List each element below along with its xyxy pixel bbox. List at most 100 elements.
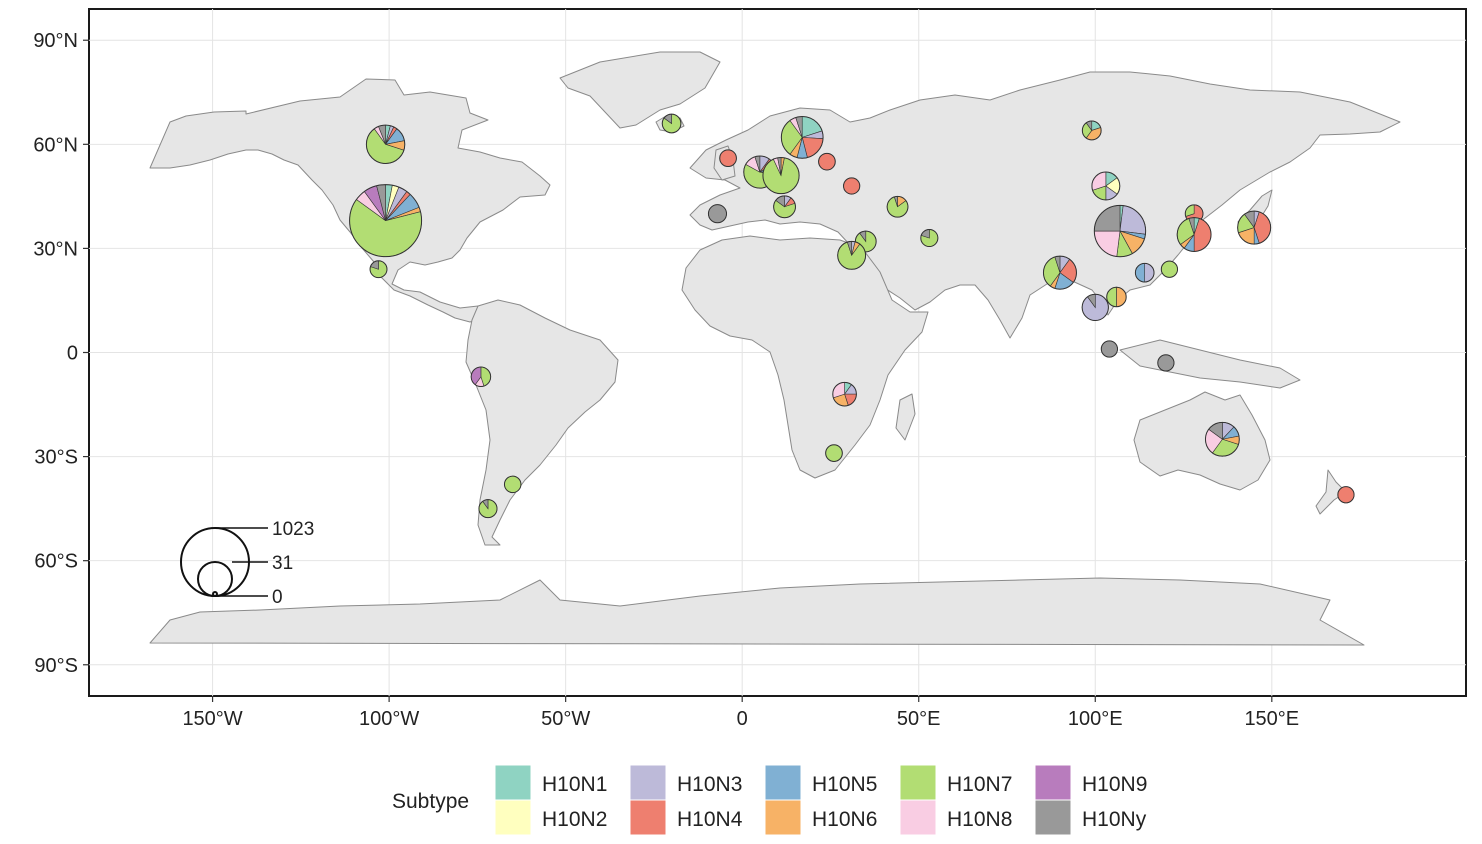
pie-35-outline [1337,486,1355,504]
pie-18-outline [920,228,939,248]
pie-19-outline [832,381,857,407]
pie-12-outline [818,152,836,171]
legend-label-h10ny: H10Ny [1082,808,1147,831]
legend-title: Subtype [392,790,469,813]
pie-7 [707,204,728,224]
size-legend: 1023 31 0 [180,519,314,608]
pie-22 [1091,171,1121,201]
pie-12 [818,152,836,171]
pie-4 [503,475,522,494]
legend-key-h10n4 [629,799,667,836]
tick-label-lat-5: 60°S [34,551,78,573]
land-greenland [559,51,721,129]
pie-4-outline [503,475,522,494]
tick-label-lat-6: 90°S [34,655,78,677]
tick-label-lon-6: 150°E [1244,708,1299,730]
pie-13 [843,177,861,195]
pie-11-outline [780,116,824,159]
pie-2-outline [369,260,388,279]
tick-label-lat-3: 0 [67,343,78,365]
legend-label-h10n2: H10N2 [542,808,607,831]
pie-25-outline [1176,217,1212,252]
pie-11 [780,116,824,159]
pie-0 [349,184,423,258]
legend-label-h10n6: H10N6 [812,808,877,831]
legend-label-h10n5: H10N5 [812,773,877,796]
pie-31-outline [1106,286,1127,308]
pie-33 [1157,354,1175,372]
land-new-zealand [1315,469,1347,515]
pie-26-outline [1237,210,1272,245]
pie-14-outline [773,195,796,219]
legend-key-h10n6 [764,799,802,836]
pie-35 [1337,486,1355,504]
pie-3-outline [470,366,492,388]
pie-0-outline [349,184,423,258]
tick-label-lat-4: 30°S [34,447,78,469]
pie-13-outline [843,177,861,195]
pie-7-outline [707,204,728,224]
pie-21-outline [1081,120,1102,141]
pie-34-outline [1204,421,1240,457]
legend-key-h10n1 [494,764,532,801]
pie-markers [349,113,1355,519]
pie-15 [886,195,909,218]
pie-27 [1042,255,1077,290]
tick-label-lat-1: 60°N [33,134,78,156]
pie-17-outline [837,240,867,270]
legend-label-h10n1: H10N1 [542,773,607,796]
tick-label-lon-4: 50°E [897,708,941,730]
legend-key-h10n2 [494,799,532,836]
pie-23-outline [1093,204,1147,258]
pie-8 [719,149,737,168]
pie-30-outline [1160,260,1179,278]
pie-32-outline [1100,340,1119,358]
pie-20-outline [825,444,843,462]
pie-31 [1106,286,1127,308]
pie-30 [1160,260,1179,278]
pie-23 [1093,204,1147,258]
pie-2 [369,260,388,279]
tick-label-lat-0: 90°N [33,30,78,52]
land-antarctica [149,577,1365,646]
pie-10-outline [762,156,800,195]
size-label-1023: 1023 [272,519,314,540]
tick-label-lat-2: 30°N [33,238,78,260]
pie-20 [825,444,843,462]
size-label-31: 31 [272,553,293,574]
legend-label-h10n3: H10N3 [677,773,742,796]
pie-34 [1204,421,1240,457]
pie-32 [1100,340,1119,358]
pie-27-outline [1042,255,1077,290]
legend-key-h10n9 [1034,764,1072,801]
land-australia [1133,391,1271,491]
land-africa [681,235,929,479]
tick-label-lon-1: 100°W [359,708,419,730]
pie-5 [478,499,498,519]
legend-label-h10n8: H10N8 [947,808,1012,831]
pie-10 [762,156,800,195]
pie-14 [773,195,796,219]
pie-29 [1134,262,1155,283]
legend-label-h10n9: H10N9 [1082,773,1147,796]
pie-8-outline [719,149,737,168]
pie-29-outline [1134,262,1155,283]
legend-key-h10ny [1034,799,1072,836]
pie-17 [837,240,867,270]
legend-label-h10n7: H10N7 [947,773,1012,796]
pie-3 [470,366,492,388]
land-north-america [149,78,551,323]
land-madagascar [895,393,916,441]
axes: 150°W 100°W 50°W 0 50°E 100°E 150°E 90°N 60°N 30°… [33,30,1299,730]
pie-21 [1081,120,1102,141]
tick-label-lon-5: 100°E [1068,708,1123,730]
pie-18 [920,228,939,248]
pie-1-outline [365,124,406,165]
tick-label-lon-2: 50°W [541,708,590,730]
pie-26 [1237,210,1272,245]
legend-key-h10n8 [899,799,937,836]
legend-key-h10n7 [899,764,937,801]
pie-1 [365,124,406,165]
size-label-0: 0 [272,587,283,608]
